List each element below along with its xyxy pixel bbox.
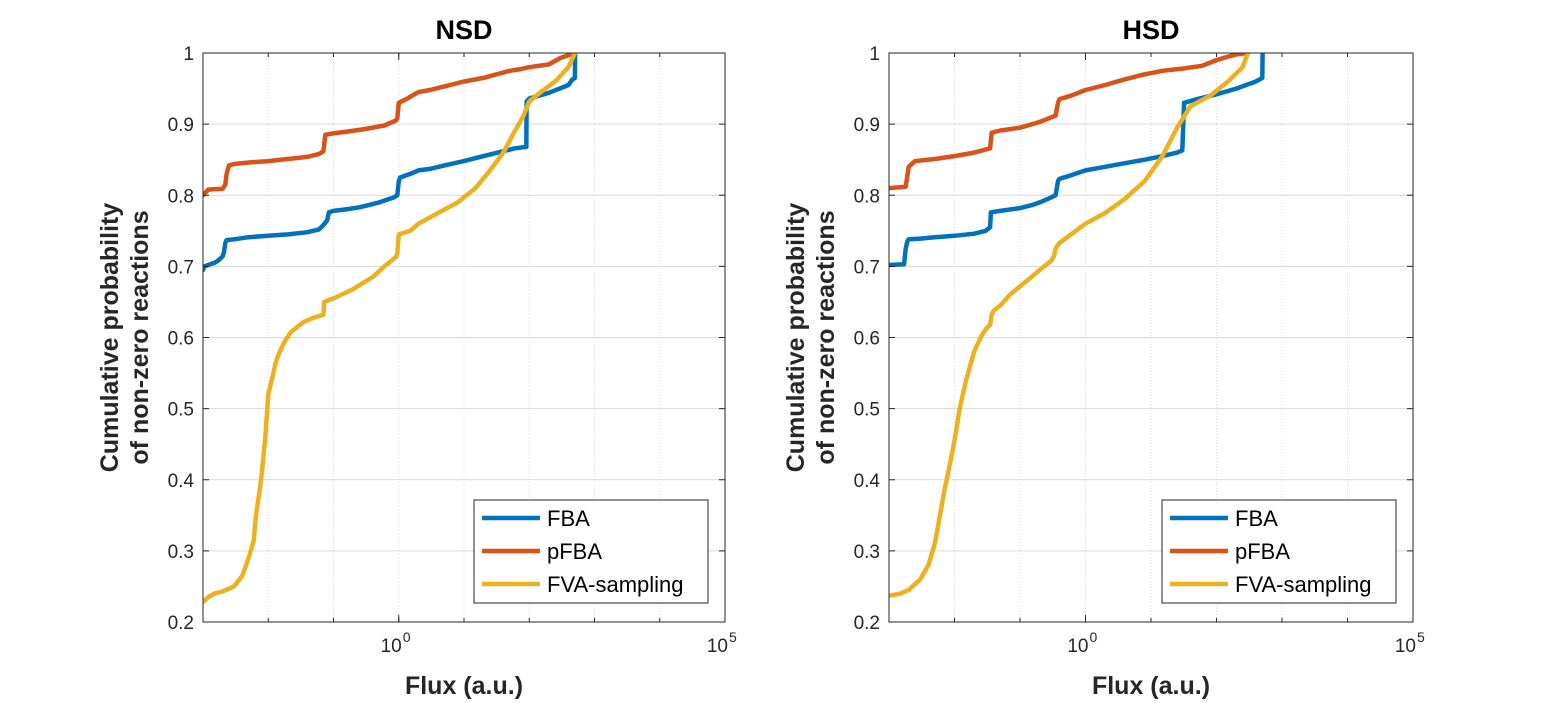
y-tick-label: 0.6 (168, 329, 194, 350)
x-tick-label-base: 10 (1067, 636, 1088, 657)
series-line-fba (203, 53, 578, 273)
y-tick-label: 0.9 (168, 115, 194, 136)
x-tick-label: 10 5 (707, 629, 737, 657)
y-tick-label: 0.4 (168, 471, 195, 492)
y-axis-label-line-1: Cumulative probability (782, 203, 810, 473)
y-axis-label: Cumulative probability of non-zero react… (782, 203, 840, 473)
series-line-fba (889, 53, 1265, 268)
x-tick-label: 10 0 (381, 629, 411, 657)
x-tick-label-exponent: 0 (1090, 629, 1098, 645)
series-lines (203, 53, 578, 605)
y-tick-label: 0.2 (854, 613, 880, 634)
x-tick-label: 10 5 (1395, 629, 1425, 657)
y-tick-label: 0.6 (854, 329, 880, 350)
y-tick-label: 0.7 (168, 257, 194, 278)
legend-item: FVA-sampling (1170, 572, 1372, 597)
y-axis-ticks: 0.2 0.3 0.4 0.5 0.6 0.7 0.8 0.9 1 (168, 44, 725, 634)
legend-label: FBA (1235, 506, 1278, 531)
x-axis-label: Flux (a.u.) (405, 672, 523, 700)
series-lines (889, 53, 1265, 598)
legend-item: pFBA (1170, 539, 1290, 564)
y-tick-label: 0.4 (854, 471, 881, 492)
y-tick-label: 1 (183, 44, 194, 65)
y-axis-label: Cumulative probability of non-zero react… (96, 203, 154, 473)
y-axis-label-line-2: of non-zero reactions (126, 210, 154, 464)
y-tick-label: 0.5 (854, 400, 880, 421)
legend-label: FBA (547, 506, 590, 531)
legend-item: pFBA (482, 539, 602, 564)
legend-label: pFBA (547, 539, 602, 564)
x-axis-label: Flux (a.u.) (1092, 672, 1210, 700)
legend-label: FVA-sampling (1235, 572, 1372, 597)
y-tick-label: 0.3 (168, 542, 194, 563)
legend-label: FVA-sampling (547, 572, 684, 597)
chart-title: NSD (435, 15, 492, 45)
series-line-pfba (203, 53, 578, 198)
y-tick-label: 1 (869, 44, 880, 65)
x-axis-ticks: 10 0 10 5 (381, 53, 737, 657)
chart-title: HSD (1122, 15, 1179, 45)
x-tick-label-base: 10 (381, 636, 402, 657)
legend-label: pFBA (1235, 539, 1290, 564)
y-axis-label-line-1: Cumulative probability (96, 203, 124, 473)
chart-panel-nsd: 0.20.30.40.50.60.70.80.91 10 0 10 5 NSD Flu… (96, 15, 737, 700)
series-line-fva-sampling (203, 53, 578, 605)
legend-item: FVA-sampling (482, 572, 684, 597)
x-tick-label: 10 0 (1067, 629, 1097, 657)
y-tick-label: 0.5 (168, 400, 194, 421)
legend-item: FBA (482, 506, 590, 531)
y-axis-ticks: 0.2 0.3 0.4 0.5 0.6 0.7 0.8 0.9 1 (854, 44, 1413, 634)
y-tick-label: 0.8 (168, 186, 194, 207)
legend: FBA pFBA FVA-sampling (473, 499, 709, 604)
y-tick-label: 0.3 (854, 542, 880, 563)
y-axis-label-line-2: of non-zero reactions (812, 210, 840, 464)
legend: FBA pFBA FVA-sampling (1161, 499, 1397, 604)
series-line-fva-sampling (889, 53, 1251, 598)
x-tick-label-base: 10 (1395, 636, 1416, 657)
x-tick-label-exponent: 5 (1417, 629, 1425, 645)
x-tick-label-base: 10 (707, 636, 728, 657)
x-axis-ticks: 10 0 10 5 (1067, 53, 1425, 657)
y-tick-label: 0.7 (854, 257, 880, 278)
legend-item: FBA (1170, 506, 1278, 531)
x-tick-label-exponent: 0 (403, 629, 411, 645)
x-tick-label-exponent: 5 (729, 629, 737, 645)
y-tick-label: 0.8 (854, 186, 880, 207)
chart-panel-hsd: 0.20.30.40.50.60.70.80.91 10 0 10 5 HSD Flu… (782, 15, 1425, 700)
series-line-pfba (889, 53, 1251, 191)
y-tick-label: 0.9 (854, 115, 880, 136)
y-tick-label: 0.2 (168, 613, 194, 634)
